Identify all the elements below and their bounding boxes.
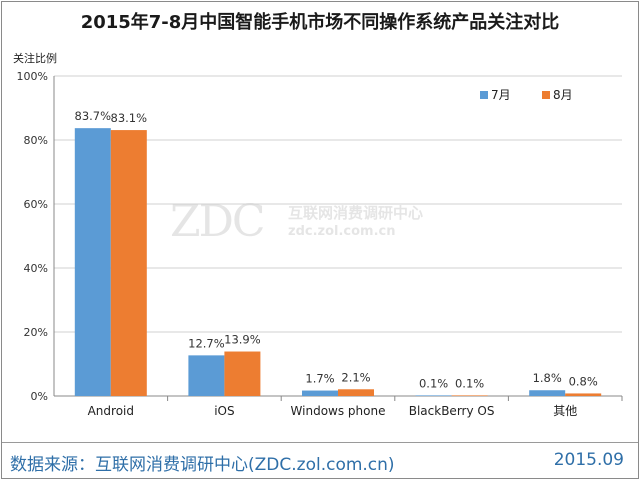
report-date: 2015.09 bbox=[553, 450, 624, 470]
legend-label: 8月 bbox=[553, 88, 573, 102]
data-label: 0.1% bbox=[419, 376, 448, 390]
data-label: 13.9% bbox=[224, 333, 261, 347]
data-label: 1.7% bbox=[305, 372, 334, 386]
x-tick-label: Android bbox=[88, 404, 134, 418]
bar-aug bbox=[110, 130, 147, 396]
legend-swatch bbox=[480, 91, 488, 99]
bar-aug bbox=[224, 351, 261, 396]
data-label: 1.8% bbox=[533, 371, 562, 385]
y-axis-label: 关注比例 bbox=[13, 52, 57, 65]
data-label: 83.7% bbox=[75, 109, 112, 123]
y-tick-label: 20% bbox=[24, 326, 48, 339]
y-tick-label: 0% bbox=[31, 390, 48, 403]
bar-aug bbox=[338, 389, 374, 396]
x-tick-label: 其他 bbox=[553, 404, 577, 418]
bar-chart: 0% 20% 40% 60% 80% 100% 83.7% 83.1% Android 12.7%… bbox=[17, 70, 623, 418]
y-tick-label: 60% bbox=[24, 198, 48, 211]
data-label: 83.1% bbox=[111, 111, 148, 125]
footer-divider bbox=[2, 442, 638, 443]
bar-aug bbox=[565, 393, 602, 396]
data-label: 0.8% bbox=[569, 374, 598, 388]
data-label: 2.1% bbox=[341, 370, 370, 384]
bar-jul bbox=[188, 355, 225, 396]
x-tick-label: Windows phone bbox=[291, 404, 386, 418]
bar-jul bbox=[415, 395, 452, 396]
data-source: 数据来源：互联网消费调研中心(ZDC.zol.com.cn) bbox=[10, 455, 395, 475]
bar-aug bbox=[451, 395, 488, 396]
legend-swatch bbox=[542, 91, 550, 99]
data-label: 0.1% bbox=[455, 376, 484, 390]
x-tick-label: iOS bbox=[214, 404, 234, 418]
chart-title: 2015年7-8月中国智能手机市场不同操作系统产品关注对比 bbox=[80, 12, 560, 33]
bar-jul bbox=[302, 390, 338, 396]
y-tick-label: 100% bbox=[17, 70, 48, 83]
y-tick-label: 80% bbox=[24, 134, 48, 147]
y-tick-label: 40% bbox=[24, 262, 48, 275]
x-tick-label: BlackBerry OS bbox=[409, 404, 495, 418]
bar-jul bbox=[74, 128, 111, 396]
legend-label: 7月 bbox=[491, 88, 511, 102]
data-label: 12.7% bbox=[188, 336, 225, 350]
bar-jul bbox=[529, 390, 566, 396]
